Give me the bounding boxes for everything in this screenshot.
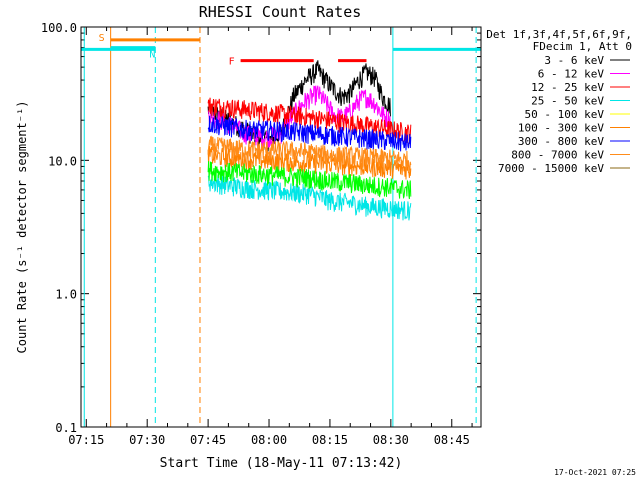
series-line [207, 115, 412, 152]
y-tick-label: 100.0 [41, 21, 77, 35]
legend-entry-label: 12 - 25 keV [531, 81, 604, 94]
x-tick-label: 07:30 [129, 433, 165, 447]
legend-entry-label: 25 - 50 keV [531, 95, 604, 108]
x-axis-label: Start Time (18-May-11 07:13:42) [160, 456, 403, 471]
y-tick-label: 0.1 [55, 421, 77, 435]
legend-entry-label: 3 - 6 keV [544, 54, 604, 67]
x-tick-label: 08:30 [373, 433, 409, 447]
legend-entry-label: 6 - 12 keV [538, 68, 605, 81]
footer-timestamp: 17-Oct-2021 07:25 [554, 468, 636, 477]
y-tick-label: 1.0 [55, 288, 77, 302]
series-line [207, 173, 412, 221]
legend-entry-label: 800 - 7000 keV [511, 149, 604, 162]
series-line [207, 135, 412, 172]
series-line [207, 161, 412, 200]
marker-label: N [149, 50, 155, 61]
marker-label: F [229, 57, 235, 68]
legend: Det 1f,3f,4f,5f,6f,9f,FDecim 1, Att 03 -… [486, 28, 632, 175]
legend-header: FDecim 1, Att 0 [533, 40, 632, 53]
y-axis-label: Count Rate (s⁻¹ detector segment⁻¹) [15, 101, 29, 354]
legend-entry-label: 50 - 100 keV [525, 108, 605, 121]
x-tick-label: 07:45 [190, 433, 226, 447]
series-line [207, 97, 412, 144]
legend-entry-label: 7000 - 15000 keV [498, 162, 604, 175]
series-line [207, 85, 391, 148]
legend-header: Det 1f,3f,4f,5f,6f,9f, [486, 28, 632, 41]
x-tick-label: 08:00 [251, 433, 287, 447]
chart-title: RHESSI Count Rates [199, 3, 362, 21]
marker-label: S [99, 33, 105, 44]
x-tick-label: 08:15 [312, 433, 348, 447]
x-tick-label: 07:15 [68, 433, 104, 447]
x-tick-label: 08:45 [434, 433, 470, 447]
plot-frame [80, 26, 482, 428]
y-tick-label: 10.0 [48, 154, 77, 168]
legend-entry-label: 100 - 300 keV [518, 122, 604, 135]
legend-entry-label: 300 - 800 keV [518, 135, 604, 148]
